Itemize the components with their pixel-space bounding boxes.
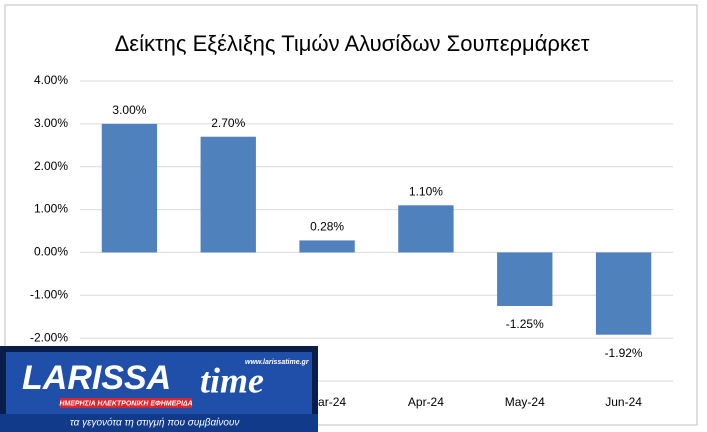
logo: LARISSA time www.larissatime.gr ΗΜΕΡΗΣΙΑ… xyxy=(0,346,318,432)
bar xyxy=(200,136,256,253)
bar xyxy=(497,252,553,306)
y-tick-label: 0.00% xyxy=(34,245,68,259)
data-label: 0.28% xyxy=(310,220,344,234)
y-tick-label: 4.00% xyxy=(34,73,68,87)
bar xyxy=(595,252,652,335)
chart-title: Δείκτης Εξέλιξης Τιμών Αλυσίδων Σουπερμά… xyxy=(115,31,590,56)
data-label: 1.10% xyxy=(409,184,443,198)
x-tick-label: Apr-24 xyxy=(408,395,444,409)
bar xyxy=(101,123,158,253)
data-label: 3.00% xyxy=(112,103,146,117)
y-tick-label: 1.00% xyxy=(34,202,68,216)
logo-tagline: ΗΜΕΡΗΣΙΑ ΗΛΕΚΤΡΟΝΙΚΗ ΕΦΗΜΕΡΙΔΑ xyxy=(59,400,192,407)
x-tick-label: May-24 xyxy=(505,395,545,409)
y-tick-label: -2.00% xyxy=(30,330,68,344)
bar xyxy=(299,240,355,253)
y-tick-label: 2.00% xyxy=(34,159,68,173)
logo-tag-band xyxy=(60,398,192,408)
data-label: 2.70% xyxy=(211,116,245,130)
logo-url: www.larissatime.gr xyxy=(245,359,310,366)
logo-footer xyxy=(0,414,318,432)
logo-slogan: τα γεγονότα τη στιγμή που συμβαίνουν xyxy=(70,417,239,429)
logo-name-time: time xyxy=(200,360,264,400)
data-label: -1.25% xyxy=(506,317,544,331)
data-label: -1.92% xyxy=(605,346,643,360)
bar xyxy=(398,205,454,253)
x-tick-label: Jun-24 xyxy=(605,395,642,409)
y-tick-label: 3.00% xyxy=(34,116,68,130)
logo-name: LARISSA xyxy=(22,359,171,397)
y-tick-label: -1.00% xyxy=(30,287,68,301)
